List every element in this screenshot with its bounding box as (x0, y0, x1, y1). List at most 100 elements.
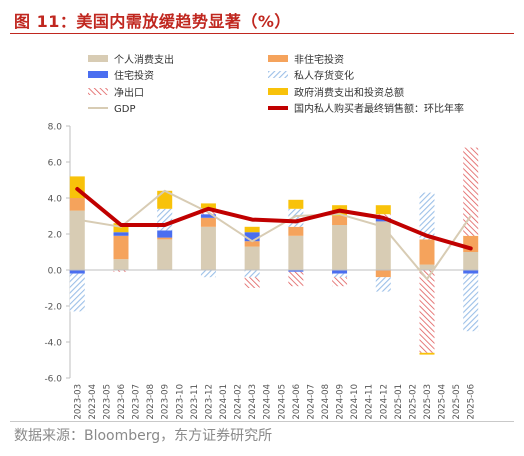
bar-consumption-2025-06 (463, 252, 479, 270)
legend-label-consumption: 个人消费支出 (114, 53, 174, 66)
bar-govt-2024-06 (288, 199, 304, 209)
x-tick-label: 2024-12 (379, 384, 389, 420)
bar-nonres-2025-03 (419, 239, 435, 265)
x-tick-label: 2024-05 (277, 384, 287, 420)
legend-swatch-govt (268, 88, 288, 95)
legend-swatch-netexports (88, 88, 108, 95)
x-tick-label: 2023-11 (190, 384, 200, 420)
bar-consumption-2023-03 (69, 210, 85, 270)
bar-netexports-2024-03 (244, 277, 260, 288)
legend-label-netexports: 净出口 (114, 86, 144, 99)
x-tick-label: 2023-04 (88, 384, 98, 420)
legend-swatch-consumption (88, 55, 108, 62)
bar-netexports-2025-03 (419, 270, 435, 353)
legend-swatch-nonres (268, 55, 288, 62)
bar-resid-2024-06 (288, 270, 304, 272)
x-tick-label: 2023-10 (175, 384, 185, 420)
bar-consumption-2024-12 (375, 221, 391, 270)
x-tick-label: 2024-11 (365, 384, 375, 420)
bar-resid-2025-06 (463, 270, 479, 274)
bar-govt-2025-03 (419, 352, 435, 355)
y-tick-label: -4.0 (44, 339, 62, 349)
legend-label-govt: 政府消费支出和投资总额 (294, 86, 404, 99)
bar-resid-2024-09 (332, 270, 348, 274)
y-tick-label: -6.0 (44, 375, 62, 385)
x-tick-label: 2024-07 (306, 384, 316, 420)
y-axis: -6.0 -4.0 -2.0 0.0 2.0 4.0 6.0 8.0 (44, 123, 71, 385)
legend-label-nonres: 非住宅投资 (294, 53, 344, 66)
x-tick-label: 2023-06 (117, 384, 127, 420)
x-tick-label: 2024-06 (292, 384, 302, 420)
x-tick-label: 2025-01 (394, 384, 404, 420)
bar-inventory-2024-06 (288, 208, 304, 227)
bar-consumption-2023-12 (200, 226, 216, 270)
footer-divider (10, 421, 514, 422)
y-tick-label: 2.0 (48, 231, 63, 241)
bar-govt-2024-03 (244, 226, 260, 233)
bar-govt-2024-12 (375, 205, 391, 215)
x-tick-label: 2023-09 (161, 384, 171, 420)
bar-netexports-2025-06 (463, 147, 479, 236)
legend-swatch-resid (88, 71, 108, 78)
bar-resid-2023-12 (200, 214, 216, 218)
bar-consumption-2024-09 (332, 225, 348, 270)
bar-consumption-2023-06 (113, 259, 129, 270)
legend-label-final_sales: 国内私人购买者最终销售额：环比年率 (294, 102, 464, 115)
figure-title: 图 11：美国内需放缓趋势显著（%） (14, 12, 291, 31)
bar-inventory-2023-09 (157, 208, 173, 231)
bar-inventory-2025-03 (419, 192, 435, 240)
x-tick-label: 2024-10 (350, 384, 360, 420)
bar-resid-2024-03 (244, 232, 260, 242)
y-tick-label: 0.0 (48, 267, 63, 277)
title-divider (10, 33, 514, 34)
bar-nonres-2024-09 (332, 216, 348, 225)
x-tick-label: 2024-09 (336, 384, 346, 420)
bar-nonres-2024-12 (375, 270, 391, 278)
y-tick-label: 8.0 (48, 123, 63, 133)
bar-resid-2023-03 (69, 270, 85, 274)
bar-inventory-2024-12 (375, 277, 391, 292)
bar-inventory-2025-06 (463, 273, 479, 332)
y-tick-label: 6.0 (48, 159, 63, 169)
x-tick-label: 2025-05 (452, 384, 462, 420)
bar-inventory-2024-09 (332, 273, 348, 278)
bar-netexports-2023-06 (113, 270, 129, 272)
bar-inventory-2023-03 (69, 273, 85, 312)
x-tick-label: 2023-08 (146, 384, 156, 420)
x-tick-label: 2024-08 (321, 384, 331, 420)
bar-layer (69, 147, 479, 355)
bar-nonres-2023-09 (157, 237, 173, 240)
data-source-note: 数据来源：Bloomberg，东方证券研究所 (14, 428, 273, 444)
bar-consumption-2024-06 (288, 235, 304, 270)
bar-resid-2023-09 (157, 230, 173, 238)
line-layer (75, 187, 473, 280)
bar-nonres-2024-06 (288, 226, 304, 236)
bar-consumption-2025-03 (419, 264, 435, 270)
bar-netexports-2024-06 (288, 271, 304, 287)
bar-inventory-2023-12 (200, 270, 216, 278)
legend-label-inventory: 私人存货变化 (294, 69, 354, 82)
bar-nonres-2023-12 (200, 217, 216, 227)
x-axis: 2023-03 2023-04 2023-05 2023-06 2023-07 2023-… (73, 384, 476, 420)
y-tick-label: 4.0 (48, 195, 63, 205)
x-tick-label: 2024-03 (248, 384, 258, 420)
bar-consumption-2023-09 (157, 239, 173, 270)
x-tick-label: 2023-03 (73, 384, 83, 420)
x-tick-label: 2023-05 (102, 384, 112, 420)
legend-label-resid: 住宅投资 (114, 69, 154, 82)
bar-nonres-2023-03 (69, 198, 85, 211)
x-tick-label: 2025-03 (423, 384, 433, 420)
x-tick-label: 2024-01 (219, 384, 229, 420)
x-tick-label: 2025-02 (408, 384, 418, 420)
x-tick-label: 2024-02 (234, 384, 244, 420)
legend-swatch-inventory (268, 71, 288, 78)
x-tick-label: 2023-07 (132, 384, 142, 420)
y-tick-label: -2.0 (44, 303, 62, 313)
bar-consumption-2024-03 (244, 246, 260, 270)
bar-govt-2023-09 (157, 190, 173, 209)
legend-label-gdp: GDP (114, 104, 135, 115)
x-tick-label: 2023-12 (204, 384, 214, 420)
bar-resid-2023-06 (113, 232, 129, 236)
